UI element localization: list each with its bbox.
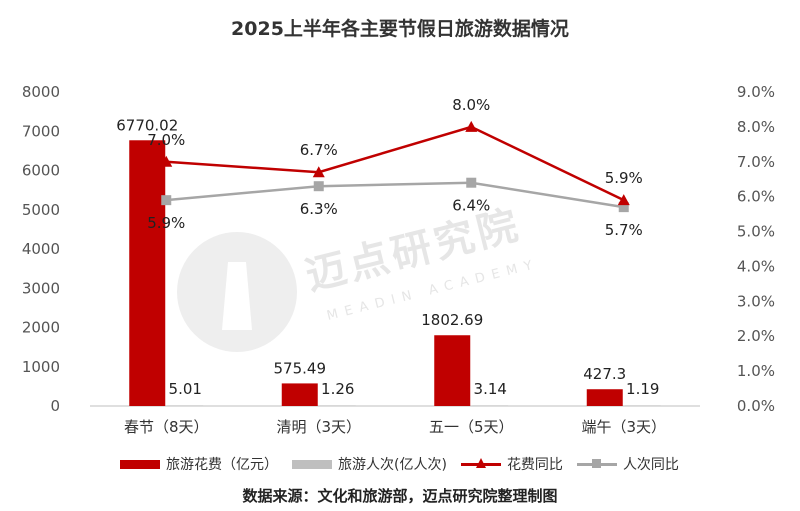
people-yoy-label: 6.3% <box>300 200 338 218</box>
legend-label-spend: 旅游花费（亿元） <box>166 457 278 473</box>
marker-spend-yoy <box>617 194 630 206</box>
bar-people-label: 5.01 <box>169 380 202 398</box>
bar-spend-label: 6770.02 <box>116 116 178 134</box>
spend-yoy-label: 8.0% <box>452 96 490 114</box>
bar-people-label: 1.19 <box>626 380 659 398</box>
bar-people <box>624 405 661 406</box>
legend-item-people: 旅游人次(亿人次) <box>292 454 447 474</box>
y-left-tick-label: 8000 <box>22 83 60 101</box>
y-left-tick-label: 6000 <box>22 162 60 180</box>
spend-yoy-label: 7.0% <box>147 131 185 149</box>
watermark: 迈点研究院 MEADIN ACADEMY <box>177 202 541 352</box>
legend-swatch-spend <box>120 459 160 469</box>
legend-swatch-people-yoy <box>576 458 617 470</box>
bar-spend-label: 427.3 <box>583 365 626 383</box>
legend-item-spend-yoy: 花费同比 <box>460 454 563 474</box>
marker-spend-yoy <box>465 120 478 132</box>
marker-people-yoy <box>618 202 629 213</box>
bar-people-label: 3.14 <box>474 380 507 398</box>
bar-people <box>319 405 356 406</box>
people-yoy-label: 5.9% <box>147 214 185 232</box>
data-source: 数据来源：文化和旅游部，迈点研究院整理制图 <box>242 487 558 505</box>
spend-yoy-label: 6.7% <box>300 141 338 159</box>
y-right-tick-label: 3.0% <box>737 292 775 310</box>
people-yoy-label: 5.7% <box>605 221 643 239</box>
lines <box>160 120 630 213</box>
y-right-tick-label: 9.0% <box>737 83 775 101</box>
marker-people-yoy <box>313 181 324 192</box>
category-label: 春节（8天） <box>124 418 209 436</box>
right-axis: 0.0% 1.0% 2.0% 3.0% 4.0% 5.0% 6.0% 7.0% 8.0% 9.0% <box>737 83 775 415</box>
spend-yoy-label: 5.9% <box>605 169 643 187</box>
y-left-tick-label: 5000 <box>22 201 60 219</box>
left-axis: 0 1000 2000 3000 4000 5000 6000 7000 8000 <box>22 83 60 415</box>
category-label: 清明（3天） <box>276 418 361 436</box>
data-labels: 6770.02 5.01 575.49 1.26 1802.69 3.14 427.31.1… <box>116 96 659 398</box>
chart-title: 2025上半年各主要节假日旅游数据情况 <box>231 18 569 40</box>
y-left-tick-label: 1000 <box>22 358 60 376</box>
bar-spend <box>129 140 166 406</box>
bar-spend-label: 1802.69 <box>421 311 483 329</box>
marker-people-yoy <box>161 195 172 206</box>
y-right-tick-label: 5.0% <box>737 223 775 241</box>
bar-people <box>167 405 204 406</box>
category-labels: 春节（8天） 清明（3天） 五一（5天） 端午（3天） <box>124 418 666 436</box>
legend: 旅游花费（亿元） 旅游人次(亿人次) 花费同比 人次同比 <box>120 454 700 474</box>
category-label: 端午（3天） <box>581 418 666 436</box>
y-right-tick-label: 7.0% <box>737 153 775 171</box>
legend-swatch-people <box>292 459 332 469</box>
legend-item-people-yoy: 人次同比 <box>576 454 679 474</box>
bar-people-label: 1.26 <box>321 380 354 398</box>
y-left-tick-label: 3000 <box>22 279 60 297</box>
bars <box>129 140 661 406</box>
legend-label-people-yoy: 人次同比 <box>622 457 679 473</box>
bar-spend-label: 575.49 <box>274 359 327 377</box>
bar-spend <box>586 389 623 406</box>
chart-canvas: 迈点研究院 MEADIN ACADEMY 0 1000 2000 3000 4000 50… <box>22 83 775 436</box>
y-left-tick-label: 0 <box>50 397 60 415</box>
category-label: 五一（5天） <box>429 418 514 436</box>
y-left-tick-label: 4000 <box>22 240 60 258</box>
y-right-tick-label: 4.0% <box>737 257 775 275</box>
bar-people <box>472 405 509 406</box>
legend-swatch-spend-yoy <box>460 458 501 470</box>
y-right-tick-label: 1.0% <box>737 362 775 380</box>
line-people-yoy <box>166 181 624 209</box>
y-right-tick-label: 2.0% <box>737 327 775 345</box>
bar-spend <box>281 383 318 406</box>
marker-spend-yoy <box>312 166 325 178</box>
watermark-logo-tower <box>222 262 252 330</box>
y-left-tick-label: 2000 <box>22 319 60 337</box>
line-spend-yoy <box>166 125 625 202</box>
people-yoy-label: 6.4% <box>452 197 490 215</box>
legend-item-spend: 旅游花费（亿元） <box>120 454 278 474</box>
y-left-tick-label: 7000 <box>22 122 60 140</box>
legend-label-people: 旅游人次(亿人次) <box>338 457 447 473</box>
y-right-tick-label: 0.0% <box>737 397 775 415</box>
marker-people-yoy <box>466 177 477 188</box>
bar-spend <box>434 335 471 406</box>
y-right-tick-label: 6.0% <box>737 188 775 206</box>
legend-label-spend-yoy: 花费同比 <box>506 457 563 473</box>
marker-spend-yoy <box>160 155 173 167</box>
y-right-tick-label: 8.0% <box>737 118 775 136</box>
